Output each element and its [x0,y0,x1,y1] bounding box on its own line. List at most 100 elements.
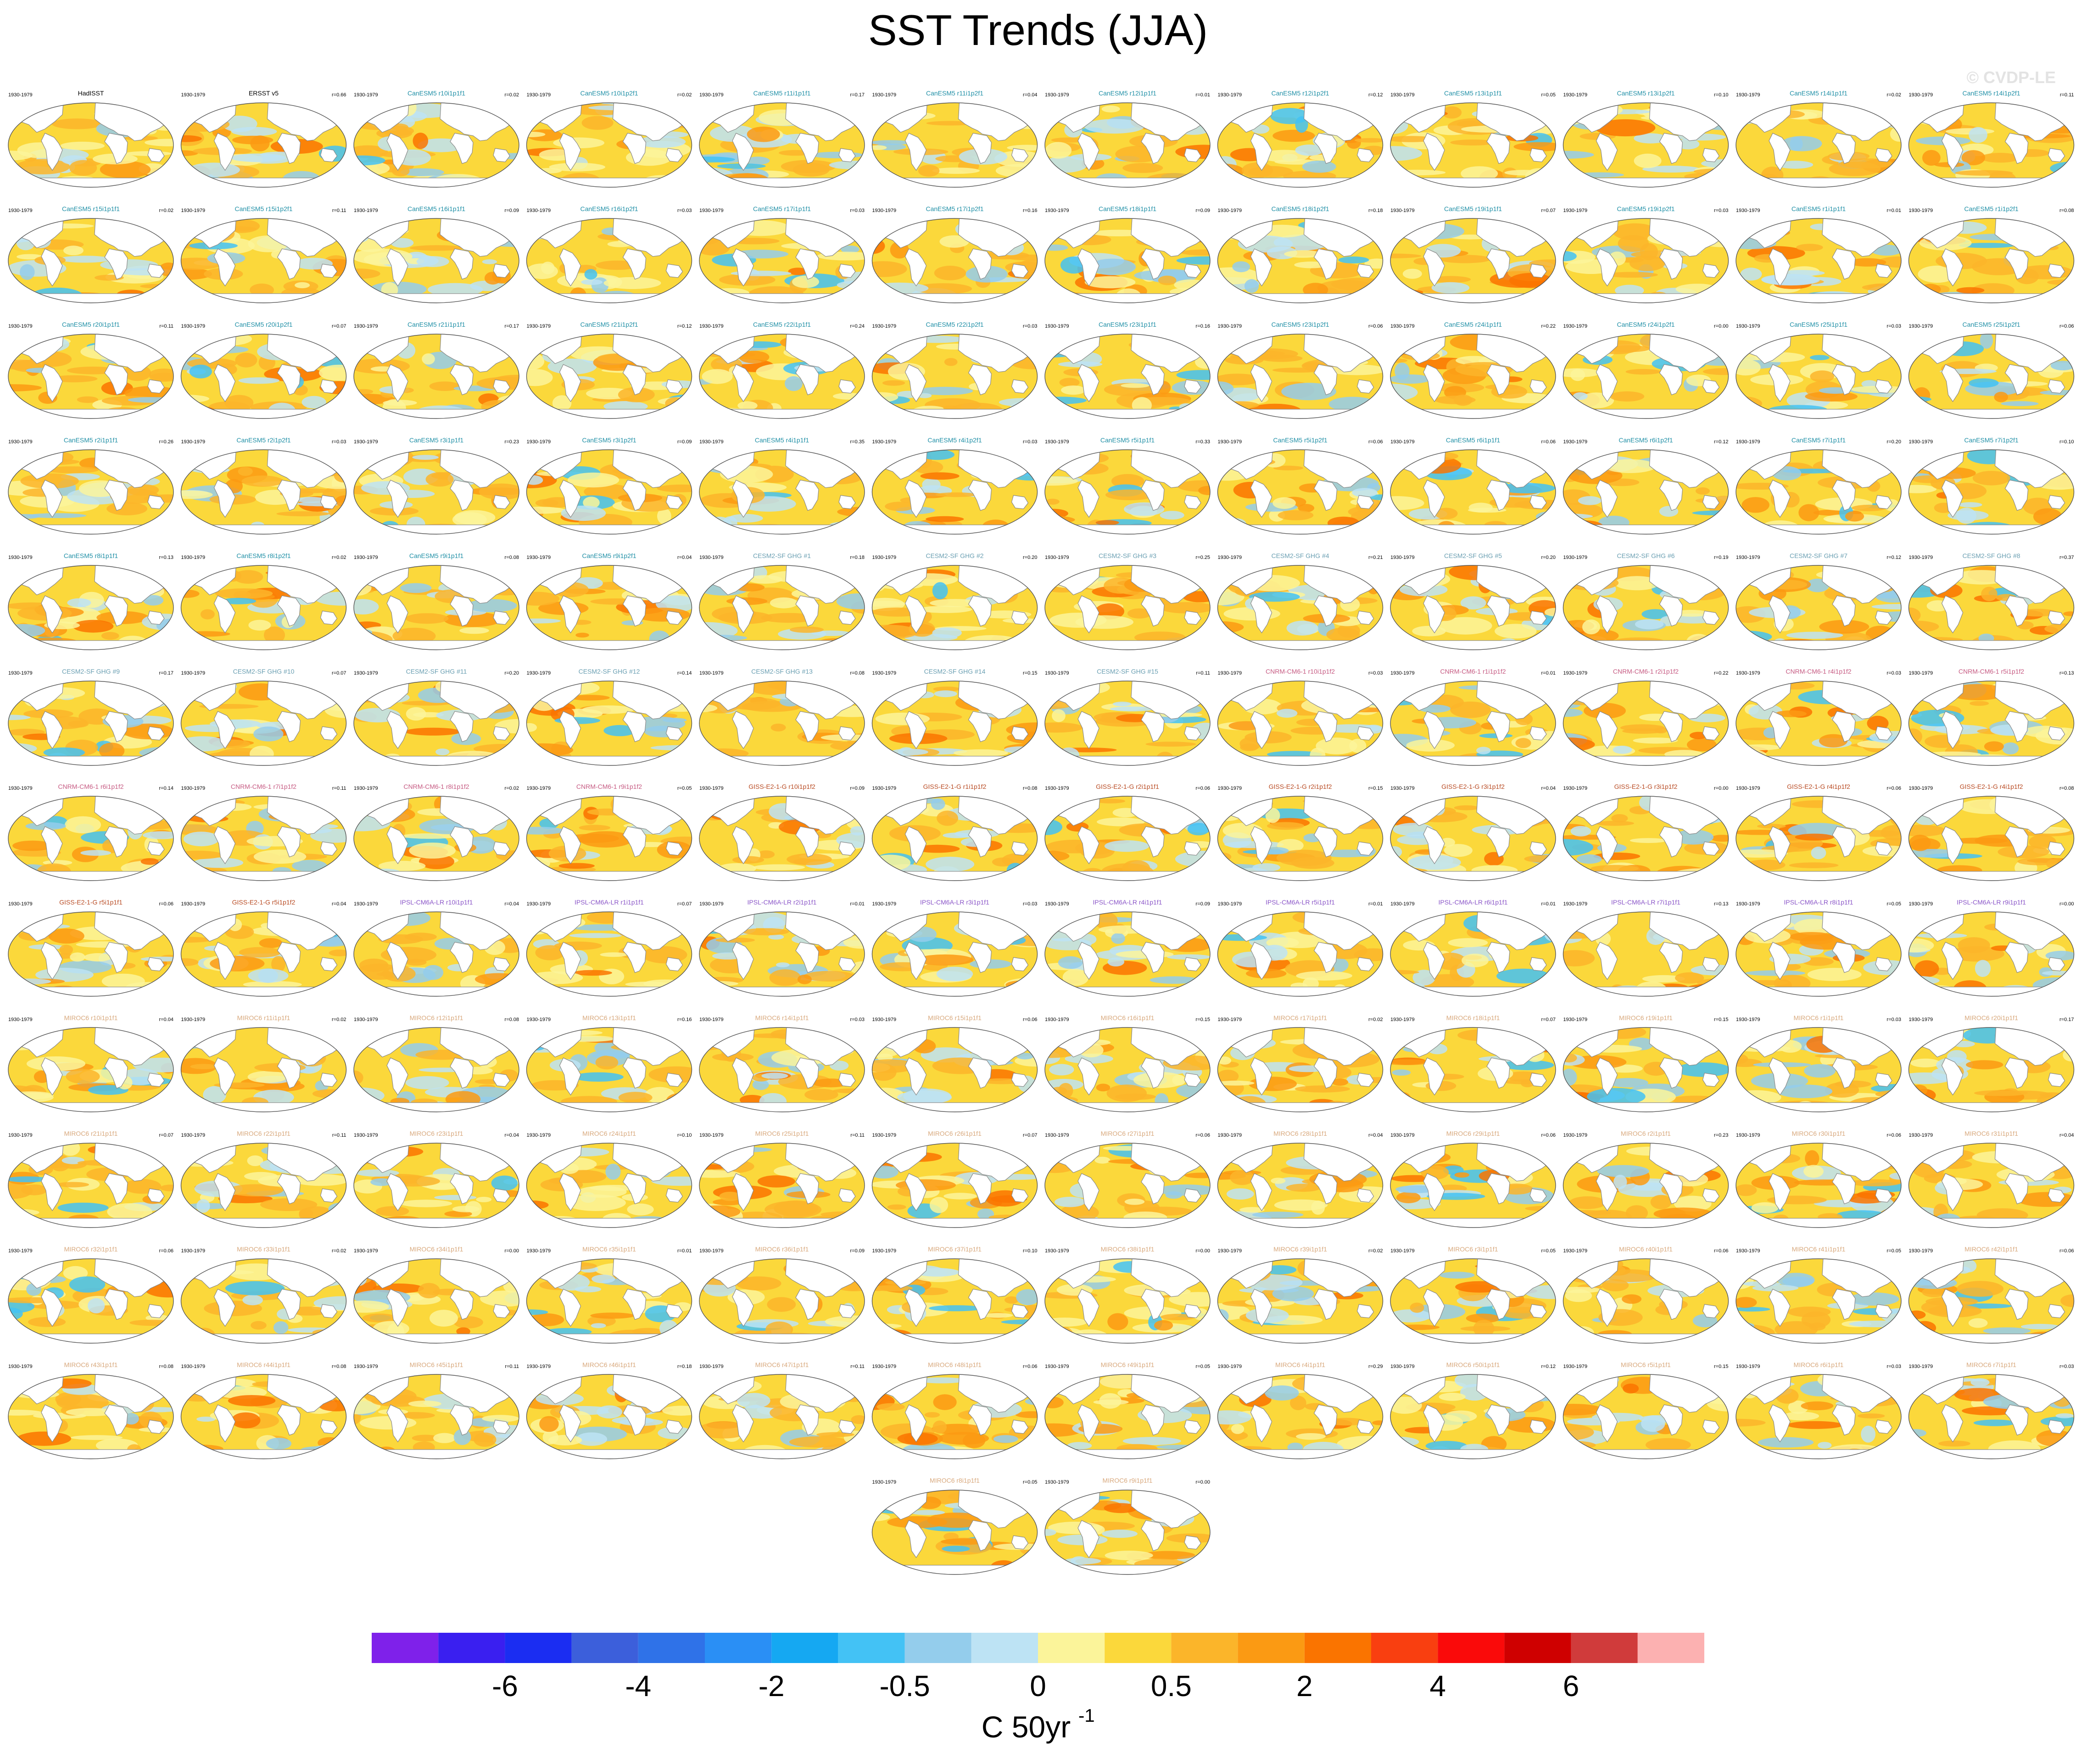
map-frame [353,1374,519,1459]
panel-correlation: r=0.03 [1887,1017,1902,1022]
panel-title: MIROC6 r23i1p1f1 [410,1130,463,1137]
continents [527,450,692,534]
map-frame [1044,334,1211,419]
panel-period: 1930-1979 [872,1479,897,1485]
map-frame [8,911,174,997]
panel-title: CNRM-CM6-1 r4i1p1f2 [1786,668,1851,675]
map-frame [871,1143,1038,1228]
map-frame [526,1143,692,1228]
colorbar-swatch [372,1633,439,1663]
panel-title: GISS-E2-1-G r5i1p1f1 [59,899,123,906]
panel-title: CanESM5 r15i1p2f1 [234,205,292,212]
map-frame [1908,218,2075,303]
panel-title: MIROC6 r40i1p1f1 [1619,1245,1673,1253]
panel-title: MIROC6 r1i1p1f1 [1794,1014,1844,1022]
panel-correlation: r=0.06 [2059,1248,2074,1254]
panel-period: 1930-1979 [1218,439,1242,445]
panel-period: 1930-1979 [8,786,33,791]
map-panels: 1930-1979 HadISST 1930-1979 ERSST v5 r=0.66 1… [8,89,2075,1575]
panel-correlation: r=0.13 [2059,670,2074,676]
panel-correlation: r=0.20 [1023,555,1038,560]
map-frame [180,1143,347,1228]
map-frame [8,218,174,303]
panel-correlation: r=0.23 [1714,1133,1729,1138]
panel-title: CanESM5 r24i1p1f1 [1444,321,1502,328]
map-frame [353,334,519,419]
panel-period: 1930-1979 [699,1017,724,1022]
map-frame [526,1027,692,1112]
panel-period: 1930-1979 [1390,1248,1415,1254]
map-frame [1736,681,1902,766]
panel-correlation: r=0.01 [1887,208,1902,213]
panel-title: CESM2-SF GHG #1 [753,552,811,559]
panel-period: 1930-1979 [1909,1017,1933,1022]
panel-title: CanESM5 r4i1p1f1 [755,436,809,444]
panel-correlation: r=0.12 [1887,555,1902,560]
panel-period: 1930-1979 [8,1133,33,1138]
panel-title: CESM2-SF GHG #5 [1444,552,1502,559]
panel-period: 1930-1979 [354,208,378,213]
panel-period: 1930-1979 [8,670,33,676]
map-frame [871,1027,1038,1112]
panel-period: 1930-1979 [181,670,206,676]
panel-period: 1930-1979 [527,324,551,329]
panel-title: GISS-E2-1-G r3i1p1f2 [1441,783,1505,790]
panel-title: CanESM5 r13i1p2f1 [1617,89,1674,97]
map-frame [1563,218,1729,303]
panel-period: 1930-1979 [1045,324,1069,329]
panel-title: CanESM5 r2i1p1f1 [64,436,118,444]
map-frame [1736,796,1902,881]
continents [181,1374,346,1459]
colorbar-swatch [904,1633,971,1663]
map-frame [526,911,692,997]
map-panel: 1930-1979 MIROC6 r50i1p1f1 r=0.12 [1390,1361,1556,1459]
map-panel: 1930-1979 MIROC6 r19i1p1f1 r=0.15 [1563,1014,1729,1112]
map-frame [1044,218,1211,303]
panel-correlation: r=0.04 [1023,92,1038,98]
map-frame [871,681,1038,766]
panel-period: 1930-1979 [1736,324,1760,329]
panel-correlation: r=0.22 [1714,670,1729,676]
colorbar-swatch [438,1633,505,1663]
panel-period: 1930-1979 [1909,1133,1933,1138]
panel-title: CESM2-SF GHG #8 [1962,552,2020,559]
panel-title: HadISST [78,89,104,97]
map-frame [871,218,1038,303]
map-panel: 1930-1979 CanESM5 r19i1p2f1 r=0.03 [1563,205,1729,303]
panel-title: MIROC6 r41i1p1f1 [1792,1245,1846,1253]
map-frame [1390,681,1556,766]
panel-period: 1930-1979 [872,92,897,98]
panel-period: 1930-1979 [527,1364,551,1369]
panel-period: 1930-1979 [1390,324,1415,329]
panel-correlation: r=0.11 [2060,92,2074,98]
panel-title: CNRM-CM6-1 r7i1p1f2 [231,783,296,790]
panel-period: 1930-1979 [527,555,551,560]
panel-title: IPSL-CM6A-LR r8i1p1f1 [1784,899,1853,906]
map-panel: 1930-1979 CESM2-SF GHG #2 r=0.20 [871,552,1038,650]
panel-period: 1930-1979 [181,439,206,445]
panel-title: MIROC6 r43i1p1f1 [64,1361,118,1368]
panel-correlation: r=0.09 [1196,208,1211,213]
map-panel: 1930-1979 CanESM5 r13i1p1f1 r=0.05 [1390,89,1556,188]
panel-title: MIROC6 r2i1p1f1 [1621,1130,1671,1137]
panel-correlation: r=0.37 [2059,555,2074,560]
panel-correlation: r=0.02 [505,786,519,791]
panel-period: 1930-1979 [181,1248,206,1254]
map-frame [1217,911,1384,997]
map-frame [1044,565,1211,650]
panel-title: CNRM-CM6-1 r8i1p1f2 [403,783,469,790]
map-frame [353,102,519,188]
panel-title: CanESM5 r24i1p2f1 [1617,321,1674,328]
colorbar-swatch [1238,1633,1305,1663]
map-frame [1044,911,1211,997]
map-panel: 1930-1979 CNRM-CM6-1 r9i1p1f2 r=0.05 [526,783,692,881]
map-panel: 1930-1979 ERSST v5 r=0.66 [180,89,347,188]
panel-period: 1930-1979 [8,439,33,445]
colorbar-tick-label: -6 [492,1669,518,1703]
panel-title: CESM2-SF GHG #15 [1097,668,1158,675]
panel-period: 1930-1979 [181,92,206,98]
panel-title: CanESM5 r25i1p1f1 [1790,321,1847,328]
map-frame [1736,218,1902,303]
panel-title: CanESM5 r20i1p2f1 [234,321,292,328]
panel-title: CanESM5 r3i1p2f1 [582,436,636,444]
